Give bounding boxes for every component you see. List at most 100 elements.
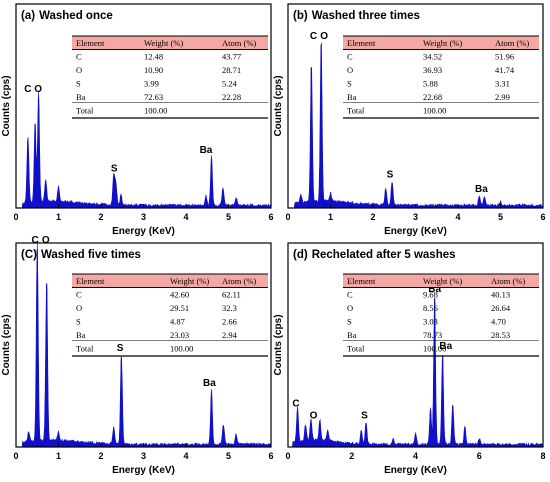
table-cell: Total [347, 344, 365, 354]
table-cell: 42.60 [170, 290, 189, 300]
table-header-cell: Element [347, 276, 376, 286]
chart-panel-2: 0 1 2 3 4 5 6 Energy (KeV) Counts (cps) (b) Washed… [273, 3, 546, 237]
x-tick-label: 2 [349, 451, 354, 461]
table-cell: 2.94 [222, 330, 238, 340]
table-cell: Ba [76, 92, 86, 102]
peak-label-c: C [24, 84, 31, 95]
panel-title: (C) Washed five times [21, 249, 141, 261]
table-cell: 23.03 [170, 330, 189, 340]
x-tick-label: 5 [498, 212, 503, 222]
peak-label-s: S [111, 163, 118, 174]
table-header-cell: Weight (%) [423, 38, 462, 48]
peak-label-ba: Ba [203, 378, 216, 389]
table-header-cell: Atom (%) [222, 38, 256, 48]
y-axis-label: Counts (cps) [1, 314, 12, 375]
x-tick-label: 4 [455, 212, 460, 222]
panel-title-text: Washed five times [41, 249, 141, 261]
x-tick-label: 3 [141, 212, 146, 222]
table-cell: 100.00 [144, 106, 167, 116]
table-header-bg [72, 274, 268, 288]
x-tick-label: 4 [183, 212, 188, 222]
x-tick-label: 6 [268, 212, 273, 222]
table-cell: 100.00 [170, 344, 193, 354]
x-tick-label: 6 [477, 451, 482, 461]
table-cell: 28.53 [491, 330, 510, 340]
x-tick-label: 1 [56, 212, 61, 222]
peak-label-o: O [42, 235, 50, 246]
panel-title-text: Rechelated after 5 washes [312, 249, 456, 261]
table-header-cell: Atom (%) [491, 276, 525, 286]
table-cell: O [347, 303, 353, 313]
table-cell: 22.68 [423, 92, 442, 102]
table-cell: 40.13 [491, 290, 510, 300]
table-cell: 43.77 [222, 52, 241, 62]
table-cell: C [347, 52, 353, 62]
panel-title-text: Washed three times [312, 10, 420, 22]
panel-letter: (C) [21, 249, 37, 261]
table-cell: 3.99 [144, 79, 159, 89]
table-header-cell: Atom (%) [495, 38, 529, 48]
table-cell: 100.00 [423, 344, 446, 354]
table-cell: 5.24 [222, 79, 238, 89]
table-cell: 62.11 [222, 290, 241, 300]
x-axis-label: Energy (KeV) [112, 465, 175, 476]
x-tick-label: 8 [540, 451, 545, 461]
y-axis-label: Counts (cps) [273, 75, 284, 136]
x-axis-label: Energy (KeV) [384, 465, 447, 476]
table-cell: 3.03 [423, 317, 438, 327]
x-tick-label: 0 [285, 212, 290, 222]
panel-letter: (b) [293, 10, 308, 22]
peak-label-ba: Ba [428, 284, 441, 295]
panel-title-text: Washed once [39, 10, 113, 22]
peak-label-o: O [310, 411, 318, 422]
table-cell: 2.66 [222, 317, 237, 327]
table-cell: 22.28 [222, 92, 241, 102]
table-cell: 5.88 [423, 79, 438, 89]
table-header-cell: Atom (%) [222, 276, 256, 286]
x-tick-label: 0 [285, 451, 290, 461]
table-cell: 72.63 [144, 92, 163, 102]
table-cell: O [76, 65, 82, 75]
peak-label-c: C [310, 31, 317, 42]
table-cell: 32.3 [222, 303, 237, 313]
peak-label-o: O [320, 31, 328, 42]
table-cell: Ba [347, 330, 357, 340]
table-header-cell: Element [76, 276, 105, 286]
x-tick-label: 2 [370, 212, 375, 222]
table-cell: 9.68 [423, 290, 438, 300]
table-cell: 4.87 [170, 317, 185, 327]
table-cell: C [76, 290, 82, 300]
table-cell: O [347, 65, 353, 75]
x-tick-label: 4 [183, 451, 188, 461]
table-cell: 34.52 [423, 52, 442, 62]
table-cell: 26.64 [491, 303, 511, 313]
spectrum-area [288, 42, 544, 209]
table-header-cell: Element [76, 38, 105, 48]
chart-panel-3: 0 1 2 3 4 5 6 Energy (KeV) Counts (cps) (C) Washed… [1, 235, 274, 476]
spectrum-area [16, 242, 272, 448]
x-tick-label: 6 [268, 451, 273, 461]
table-header-cell: Element [347, 38, 376, 48]
peak-label-ba: Ba [475, 184, 488, 195]
x-tick-label: 1 [328, 212, 333, 222]
table-cell: S [347, 79, 352, 89]
composition-table: Element Weight (%) Atom (%) C 34.52 51.96 O 36.… [343, 35, 539, 119]
panel-title: (a) Washed once [21, 10, 113, 22]
y-axis-label: Counts (cps) [273, 314, 284, 375]
x-tick-label: 3 [413, 212, 418, 222]
peak-label-c: C [292, 398, 299, 409]
peak-label-s: S [387, 170, 394, 181]
table-cell: 41.74 [495, 65, 515, 75]
table-cell: Total [347, 106, 365, 116]
table-cell: 12.48 [144, 52, 163, 62]
table-cell: 100.00 [423, 106, 446, 116]
peak-label-c: C [32, 235, 39, 246]
x-tick-label: 2 [98, 212, 103, 222]
x-tick-label: 6 [540, 212, 545, 222]
peak-label-s: S [361, 411, 368, 422]
table-cell: 78.73 [423, 330, 442, 340]
panel-letter: (a) [21, 10, 35, 22]
table-cell: C [347, 290, 353, 300]
